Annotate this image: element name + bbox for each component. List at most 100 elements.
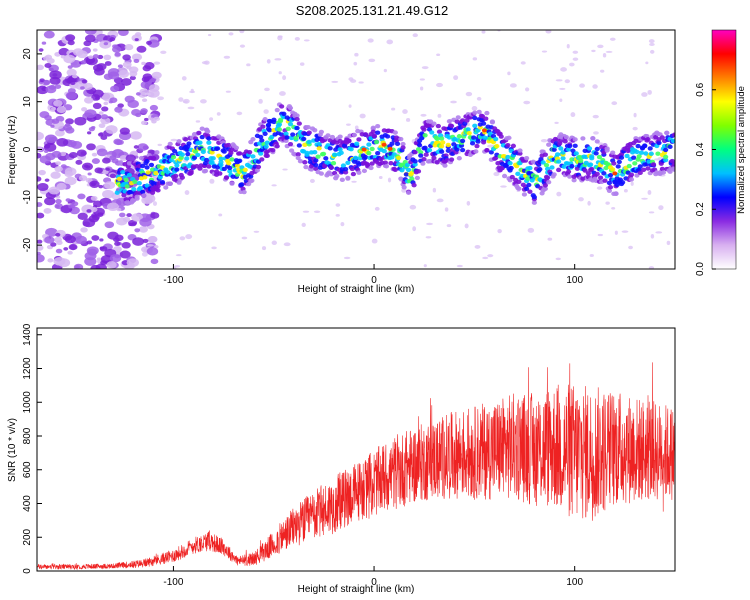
heatmap-cell (556, 167, 562, 173)
heatmap-cell (96, 148, 108, 157)
heatmap-cell (149, 190, 156, 195)
heatmap-cell (558, 138, 564, 143)
heatmap-cell (434, 160, 440, 165)
heatmap-cell (46, 58, 55, 64)
heatmap-cell (266, 127, 273, 133)
heatmap-cell (55, 232, 61, 237)
heatmap-cell (140, 108, 148, 114)
heatmap-cell (131, 109, 141, 116)
heatmap-cell (50, 124, 55, 128)
heatmap-cell (153, 170, 159, 176)
heatmap-cell (91, 158, 100, 165)
heatmap-cell (43, 79, 51, 85)
heatmap-cell (464, 223, 469, 229)
heatmap-cell (419, 78, 425, 81)
x-tick-label: 100 (566, 577, 583, 588)
heatmap-cell (179, 152, 185, 157)
heatmap-cell (131, 34, 142, 42)
heatmap-cell (290, 132, 296, 137)
heatmap-cell (84, 34, 96, 43)
heatmap-cell (131, 186, 137, 192)
heatmap-cell (635, 157, 641, 162)
heatmap-cell (207, 33, 212, 37)
heatmap-cell (401, 185, 407, 190)
heatmap-cell (218, 156, 224, 162)
heatmap-cell (206, 164, 212, 169)
heatmap-cell (122, 54, 131, 61)
heatmap-cell (134, 228, 141, 233)
heatmap-cell (348, 146, 354, 152)
heatmap-cell (419, 86, 424, 91)
heatmap-cell (663, 147, 669, 153)
heatmap-cell (127, 99, 139, 109)
heatmap-cell (400, 141, 406, 147)
heatmap-cell (100, 260, 108, 266)
heatmap-cell (210, 156, 216, 161)
heatmap-cell (645, 137, 651, 142)
heatmap-cell (44, 197, 56, 206)
heatmap-cell (579, 83, 585, 88)
heatmap-cell (302, 210, 310, 213)
heatmap-cell (81, 107, 88, 112)
heatmap-cell (263, 109, 269, 114)
heatmap-cell (44, 178, 50, 182)
heatmap-cell (509, 174, 515, 180)
heatmap-cell (370, 126, 376, 131)
heatmap-cell (436, 198, 444, 203)
heatmap-cell (647, 146, 653, 151)
heatmap-cell (614, 230, 618, 235)
heatmap-cell (418, 153, 424, 158)
heatmap-cell (439, 149, 445, 154)
heatmap-cell (37, 176, 42, 182)
heatmap-cell (147, 80, 153, 85)
heatmap-cell (96, 257, 102, 261)
heatmap-cell (423, 152, 429, 157)
heatmap-cell (116, 176, 123, 182)
heatmap-cell (531, 200, 537, 205)
heatmap-cell (92, 54, 100, 59)
heatmap-cell (297, 159, 304, 164)
heatmap-cell (354, 52, 359, 57)
heatmap-cell (55, 199, 62, 204)
heatmap-cell (67, 65, 73, 69)
heatmap-cell (656, 140, 662, 146)
y-tick-label: 20 (22, 48, 33, 60)
heatmap-cell (434, 136, 440, 141)
heatmap-cell (154, 150, 160, 155)
heatmap-cell (638, 150, 644, 155)
heatmap-cell (99, 246, 105, 250)
heatmap-cell (559, 98, 563, 103)
heatmap-cell (316, 141, 322, 147)
heatmap-cell (610, 150, 616, 155)
heatmap-cell (412, 159, 418, 164)
heatmap-cell (618, 155, 625, 160)
heatmap-cell (63, 54, 76, 64)
heatmap-cell (562, 139, 568, 144)
heatmap-cell (582, 168, 588, 173)
heatmap-cell (648, 39, 655, 44)
heatmap-cell (60, 151, 67, 157)
heatmap-cell (98, 123, 106, 129)
x-tick-label: 0 (371, 275, 377, 286)
heatmap-cell (279, 104, 285, 109)
heatmap-cell (649, 42, 655, 46)
heatmap-cell (114, 52, 121, 57)
heatmap-cell (606, 188, 612, 193)
heatmap-cell (592, 114, 599, 119)
heatmap-cell (316, 146, 322, 151)
heatmap-cell (585, 171, 592, 176)
heatmap-cell (318, 171, 324, 176)
heatmap-cell (141, 193, 147, 198)
heatmap-cell (354, 141, 360, 146)
heatmap-cell (312, 150, 318, 155)
heatmap-cell (561, 164, 567, 169)
heatmap-cell (136, 45, 147, 53)
heatmap-cell (241, 236, 248, 240)
heatmap-cell (554, 152, 561, 157)
heatmap-cell (659, 135, 665, 140)
heatmap-cell (350, 171, 356, 177)
heatmap-cell (276, 122, 283, 127)
heatmap-cell (659, 166, 665, 172)
heatmap-cell (111, 158, 119, 164)
